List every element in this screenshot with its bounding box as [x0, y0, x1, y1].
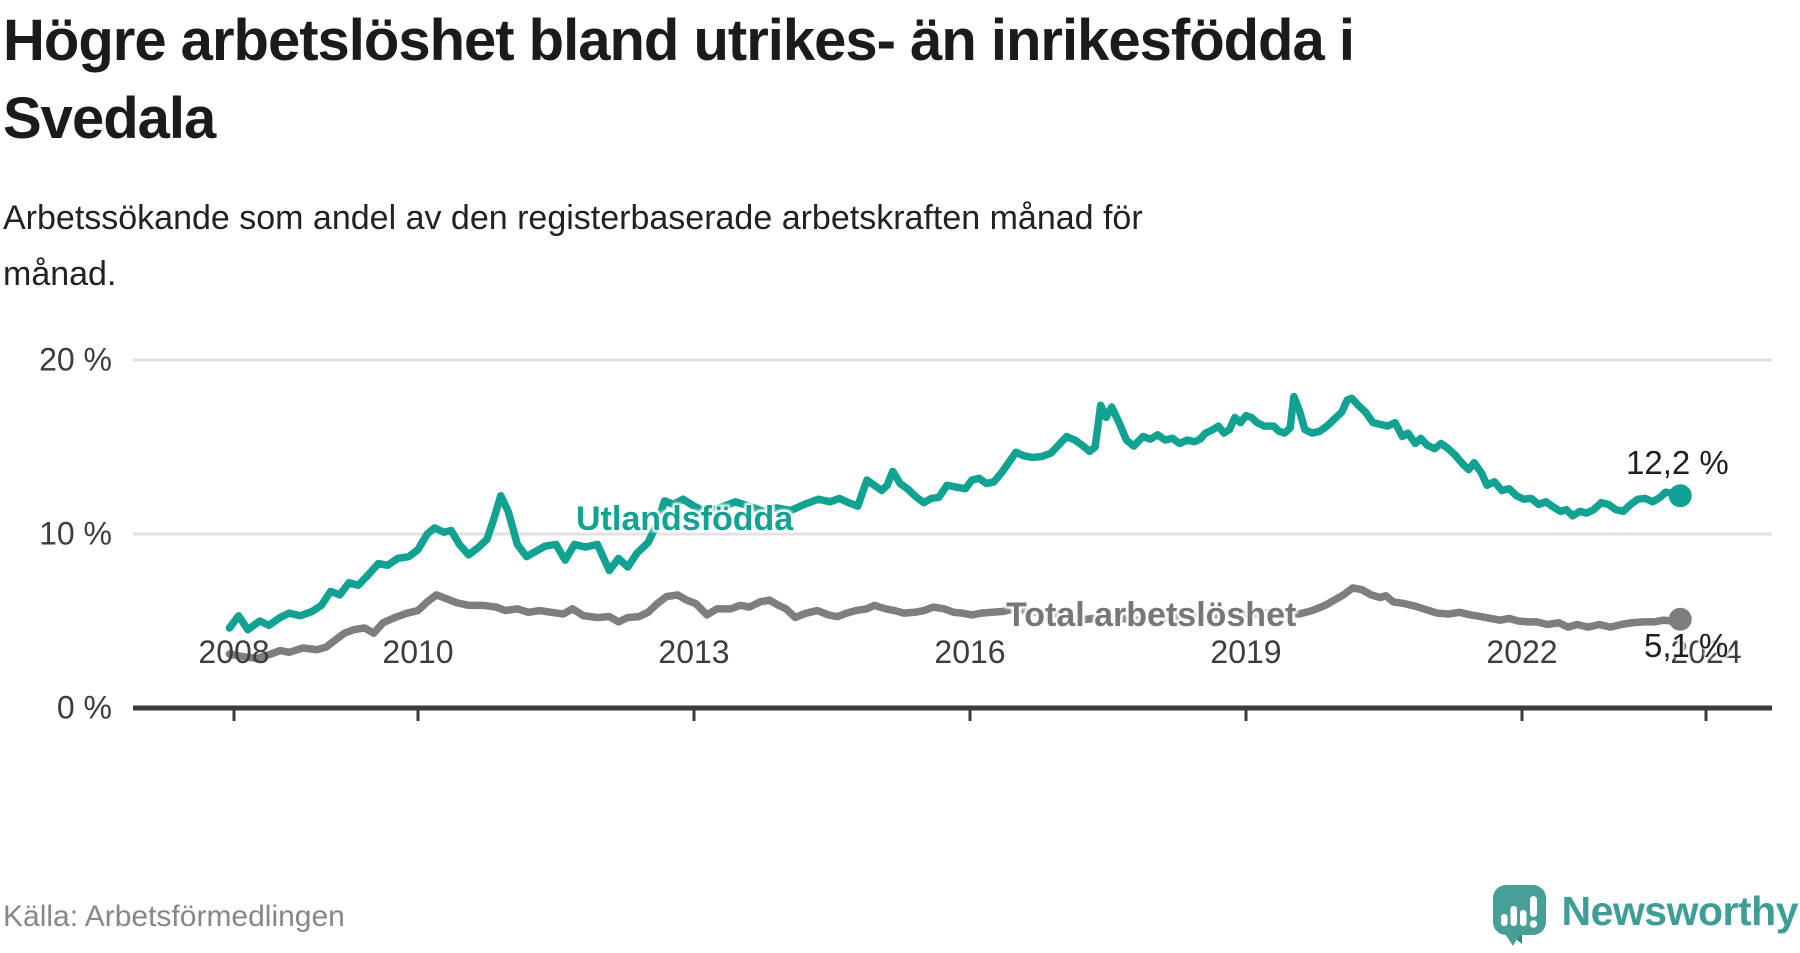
end-value-label-total: 5,1 %	[1644, 627, 1729, 664]
end-value-label-utlandsfodda: 12,2 %	[1626, 444, 1729, 481]
chart-subtitle: Arbetssökande som andel av den registerb…	[3, 190, 1483, 302]
series-line-total-arbetsloshet	[225, 584, 1684, 663]
series-label-utlandsfodda: Utlandsfödda	[576, 500, 794, 538]
x-axis-label-2010: 2010	[382, 634, 454, 670]
series-label-total-arbetsloshet: Total arbetslöshet	[1006, 596, 1297, 634]
chart-subtitle-line1: Arbetssökande som andel av den registerb…	[3, 199, 1143, 237]
x-axis-label-2022: 2022	[1486, 634, 1558, 670]
x-axis-label-2024: 2024	[1670, 634, 1742, 670]
series-line-utlandsfodda	[225, 392, 1684, 634]
newsworthy-branding: Newsworthy	[1492, 884, 1799, 948]
chart-subtitle-line2: månad.	[3, 255, 117, 293]
newsworthy-speech-bubble-chart-icon	[1492, 884, 1548, 948]
x-axis-label-2019: 2019	[1210, 634, 1282, 670]
x-axis-label-2013: 2013	[658, 634, 730, 670]
series-end-dot-total-arbetsloshet	[1668, 607, 1692, 631]
page-title-line2: Svedala	[3, 86, 216, 151]
x-axis-label-2016: 2016	[934, 634, 1006, 670]
y-axis-label-20: 20 %	[39, 341, 112, 378]
newsworthy-wordmark: Newsworthy	[1561, 888, 1799, 934]
page-title: Högre arbetslöshet bland utrikes- än inr…	[3, 2, 1563, 158]
x-axis-label-2008: 2008	[198, 634, 270, 670]
source-attribution: Källa: Arbetsförmedlingen	[3, 900, 345, 933]
y-axis-label-0: 0 %	[56, 689, 112, 726]
y-axis-label-10: 10 %	[39, 515, 112, 552]
page-title-line1: Högre arbetslöshet bland utrikes- än inr…	[3, 8, 1355, 73]
series-end-dot-utlandsfodda	[1668, 484, 1692, 508]
